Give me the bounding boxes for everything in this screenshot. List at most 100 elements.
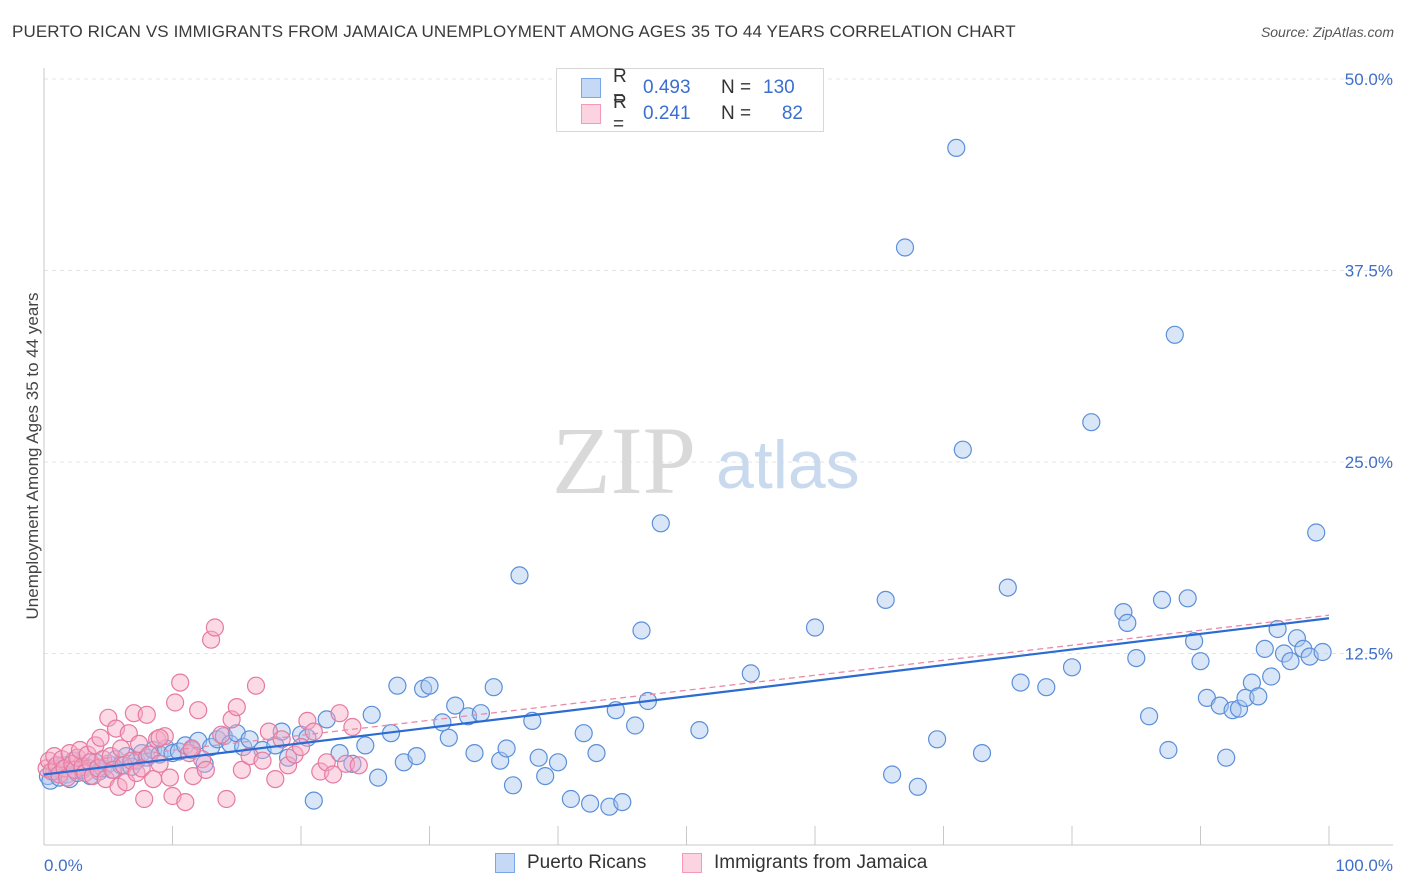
point-jamaica — [166, 693, 185, 712]
point-jamaica — [176, 792, 195, 812]
point-puerto-rican — [439, 728, 458, 747]
point-puerto-rican — [330, 743, 349, 763]
point-puerto-rican — [362, 705, 381, 724]
chart-title: PUERTO RICAN VS IMMIGRANTS FROM JAMAICA … — [12, 22, 1016, 41]
point-puerto-rican — [947, 138, 966, 157]
point-puerto-rican — [446, 696, 465, 715]
point-puerto-rican — [1307, 523, 1326, 542]
point-puerto-rican — [536, 766, 555, 786]
point-jamaica — [117, 773, 136, 792]
y-axis-title: Unemployment Among Ages 35 to 44 years — [23, 293, 42, 620]
point-puerto-rican — [272, 722, 291, 741]
bottom-legend-item-jamaica: Immigrants from Jamaica — [682, 852, 927, 874]
point-puerto-rican — [304, 791, 323, 810]
point-jamaica — [272, 730, 291, 749]
bottom-legend-label-puerto-ricans: Puerto Ricans — [527, 852, 647, 873]
point-puerto-rican — [625, 716, 645, 735]
point-puerto-rican — [356, 736, 375, 755]
point-jamaica — [266, 769, 285, 789]
legend-r-label: R = — [613, 66, 627, 109]
point-puerto-rican — [953, 440, 972, 459]
point-jamaica — [189, 701, 208, 720]
point-jamaica — [349, 756, 368, 775]
point-puerto-rican — [1191, 652, 1210, 671]
legend-r-label: R = — [613, 92, 627, 135]
point-puerto-rican — [1223, 701, 1242, 720]
point-jamaica — [330, 704, 349, 723]
x-tick-label-min: 0.0% — [44, 856, 83, 875]
point-puerto-rican — [908, 777, 927, 796]
point-jamaica — [171, 673, 190, 692]
legend-n-value: 130 — [763, 77, 795, 98]
point-puerto-rican — [574, 724, 593, 743]
point-jamaica — [232, 760, 251, 780]
watermark: ZIP atlas — [552, 407, 860, 514]
point-jamaica — [246, 676, 266, 695]
point-puerto-rican — [465, 743, 484, 763]
point-puerto-rican — [651, 514, 670, 533]
point-jamaica — [212, 725, 231, 744]
point-puerto-rican — [1255, 639, 1274, 659]
point-puerto-rican — [1313, 642, 1332, 662]
legend-swatch-jamaica — [581, 104, 601, 124]
legend-n-label: N = — [721, 103, 752, 124]
point-puerto-rican — [972, 743, 992, 763]
point-jamaica — [140, 745, 159, 764]
point-jamaica — [279, 756, 298, 775]
point-puerto-rican — [580, 794, 600, 813]
point-puerto-rican — [805, 618, 825, 637]
point-puerto-rican — [1062, 658, 1082, 677]
point-jamaica — [57, 768, 77, 787]
point-jamaica — [217, 789, 236, 809]
legend-r-value: 0.493 — [643, 77, 691, 98]
bottom-legend-swatch-puerto-ricans — [495, 853, 515, 873]
point-jamaica — [304, 722, 323, 741]
point-puerto-rican — [388, 676, 407, 695]
trend-lines — [43, 614, 1330, 776]
watermark-atlas: atlas — [716, 427, 860, 503]
bottom-legend-item-puerto-ricans: Puerto Ricans — [495, 852, 646, 874]
point-jamaica — [205, 618, 224, 637]
gridlines — [44, 78, 1393, 654]
point-jamaica — [298, 711, 317, 731]
point-puerto-rican — [407, 746, 426, 766]
point-jamaica — [137, 705, 156, 724]
point-puerto-rican — [1139, 707, 1159, 726]
legend-n-value: 82 — [781, 103, 803, 124]
point-puerto-rican — [587, 743, 606, 763]
trend-line-puerto-rican — [43, 617, 1330, 776]
point-puerto-rican — [433, 713, 452, 732]
watermark-zip: ZIP — [552, 407, 696, 514]
point-jamaica — [144, 769, 163, 789]
point-puerto-rican — [1159, 740, 1178, 760]
point-puerto-rican — [1118, 613, 1137, 633]
point-puerto-rican — [561, 789, 581, 809]
trend-line-jamaica — [43, 614, 1330, 766]
point-puerto-rican — [1281, 652, 1300, 671]
point-jamaica — [150, 728, 169, 747]
point-puerto-rican — [529, 748, 548, 767]
point-jamaica — [160, 768, 179, 787]
point-puerto-rican — [1249, 687, 1268, 706]
point-jamaica — [253, 751, 272, 770]
bottom-legend-swatch-jamaica — [682, 853, 702, 873]
point-jamaica — [324, 765, 343, 784]
legend-n-label: N = — [721, 77, 752, 98]
point-puerto-rican — [1184, 632, 1204, 651]
point-puerto-rican — [613, 792, 632, 812]
legend-swatch-puerto-rican — [581, 78, 601, 98]
y-tick-label-0: 12.5% — [1345, 645, 1393, 664]
point-puerto-rican — [1114, 602, 1133, 622]
y-tick-labels: 12.5% 25.0% 37.5% 50.0% — [1345, 70, 1393, 664]
point-puerto-rican — [1229, 699, 1249, 718]
point-puerto-rican — [510, 566, 529, 585]
point-puerto-rican — [895, 238, 915, 257]
x-tick-label-max: 100.0% — [1335, 856, 1393, 875]
legend-row-jamaica: R = 0.241 N = 82 — [581, 92, 803, 135]
y-tick-label-2: 37.5% — [1345, 262, 1393, 281]
point-puerto-rican — [1152, 590, 1172, 610]
point-puerto-rican — [1037, 678, 1056, 697]
point-jamaica — [135, 789, 154, 809]
bottom-legend-label-jamaica: Immigrants from Jamaica — [714, 852, 928, 873]
